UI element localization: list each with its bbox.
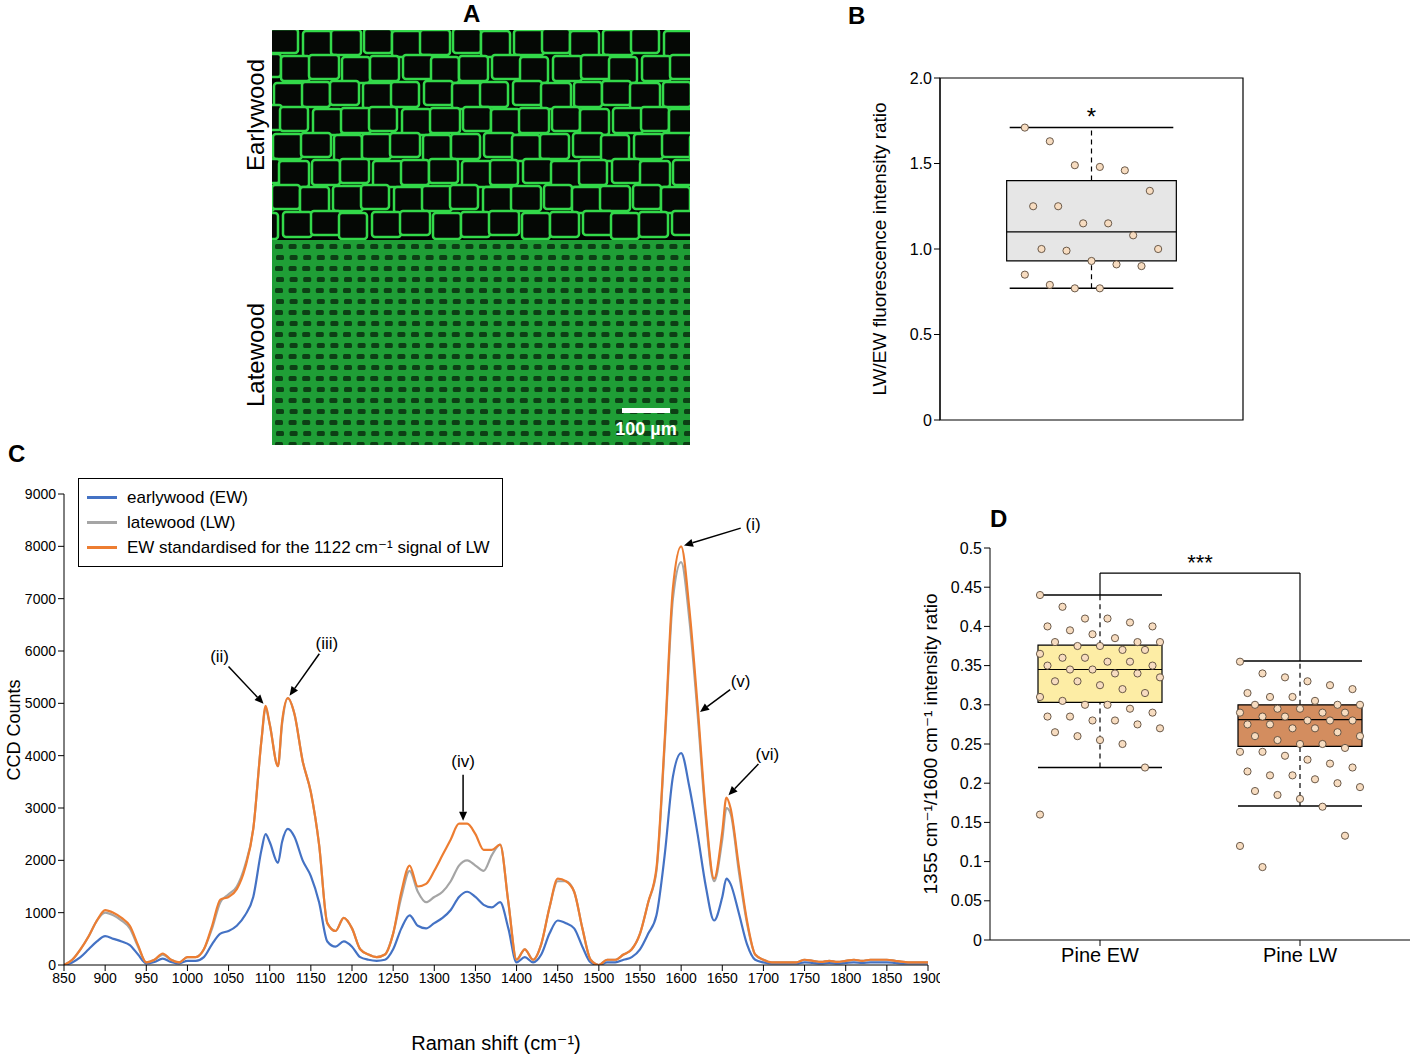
svg-text:0.3: 0.3 (960, 696, 982, 713)
svg-text:8000: 8000 (25, 538, 56, 554)
svg-text:0: 0 (973, 932, 982, 949)
svg-text:850: 850 (52, 969, 76, 986)
svg-text:0.2: 0.2 (960, 775, 982, 792)
svg-text:1050: 1050 (213, 970, 244, 986)
svg-text:0: 0 (48, 957, 56, 973)
svg-text:1550: 1550 (624, 970, 655, 986)
svg-text:0.05: 0.05 (951, 892, 982, 909)
svg-text:5000: 5000 (25, 695, 56, 711)
svg-text:2000: 2000 (25, 852, 56, 868)
svg-text:1400: 1400 (501, 970, 532, 986)
svg-text:0.5: 0.5 (910, 326, 932, 343)
svg-text:1600: 1600 (666, 970, 697, 986)
svg-text:3000: 3000 (25, 800, 56, 816)
svg-text:1650: 1650 (707, 970, 738, 986)
svg-text:(ii): (ii) (210, 647, 229, 666)
svg-text:1850: 1850 (871, 970, 902, 986)
svg-text:1450: 1450 (542, 970, 573, 986)
svg-text:7000: 7000 (25, 591, 56, 607)
html-text:Raman shift (cm⁻¹): Raman shift (cm⁻¹) (411, 1032, 581, 1054)
svg-text:(iii): (iii) (315, 634, 338, 653)
svg-text:1200: 1200 (336, 970, 367, 986)
svg-text:9000: 9000 (25, 486, 56, 502)
svg-text:1000: 1000 (172, 970, 203, 986)
svg-text:100 µm: 100 µm (615, 419, 676, 439)
svg-text:Pine LW: Pine LW (1263, 944, 1337, 966)
html-text:D: D (990, 505, 1008, 532)
html-text:Latewood: Latewood (242, 303, 269, 407)
html-text:Earlywood: Earlywood (242, 59, 269, 171)
svg-text:1150: 1150 (296, 970, 326, 986)
svg-text:1.0: 1.0 (910, 241, 932, 258)
svg-text:1300: 1300 (419, 970, 450, 986)
html-text:latewood (LW): latewood (LW) (127, 512, 236, 532)
svg-text:1000: 1000 (25, 905, 56, 921)
svg-text:6000: 6000 (25, 643, 56, 659)
html-text:EW standardised for the 1122 c: EW standardised for the 1122 cm⁻¹ signal… (127, 538, 490, 557)
svg-text:1.5: 1.5 (910, 155, 932, 172)
svg-text:0.1: 0.1 (960, 853, 982, 870)
svg-text:2.0: 2.0 (910, 70, 932, 87)
svg-text:1350: 1350 (460, 970, 491, 986)
svg-text:0.4: 0.4 (960, 618, 982, 635)
svg-text:(i): (i) (746, 515, 761, 534)
html-text:CCD Counts: CCD Counts (3, 679, 24, 780)
svg-text:*: * (1087, 103, 1096, 130)
html-text:LW/EW fluorescence intensity r: LW/EW fluorescence intensity ratio (869, 102, 890, 396)
svg-text:(vi): (vi) (756, 745, 780, 764)
svg-text:0.15: 0.15 (951, 814, 982, 831)
svg-text:1900: 1900 (912, 970, 940, 986)
svg-text:0.25: 0.25 (951, 736, 982, 753)
html-text:1355 cm⁻¹/1600 cm⁻¹ intensity: 1355 cm⁻¹/1600 cm⁻¹ intensity ratio (919, 593, 941, 895)
html-text:earlywood (EW): earlywood (EW) (127, 487, 248, 507)
svg-text:900: 900 (93, 970, 117, 986)
svg-text:***: *** (1187, 550, 1213, 575)
svg-text:1800: 1800 (830, 970, 861, 986)
svg-text:1500: 1500 (583, 970, 614, 986)
svg-text:0.45: 0.45 (951, 579, 982, 596)
html-text:B: B (848, 2, 866, 29)
svg-text:1700: 1700 (748, 970, 779, 986)
svg-text:(iv): (iv) (451, 752, 475, 771)
svg-text:4000: 4000 (25, 748, 56, 764)
html-text:A: A (463, 0, 481, 27)
svg-text:0.5: 0.5 (960, 540, 982, 557)
svg-text:0: 0 (923, 412, 932, 429)
svg-text:1250: 1250 (378, 970, 409, 986)
svg-text:1750: 1750 (789, 970, 820, 986)
svg-text:1100: 1100 (255, 970, 285, 986)
svg-text:(v): (v) (731, 672, 751, 691)
svg-text:950: 950 (135, 970, 159, 986)
svg-text:0.35: 0.35 (951, 657, 982, 674)
html-text:C: C (8, 440, 26, 467)
svg-text:Pine EW: Pine EW (1061, 944, 1139, 966)
